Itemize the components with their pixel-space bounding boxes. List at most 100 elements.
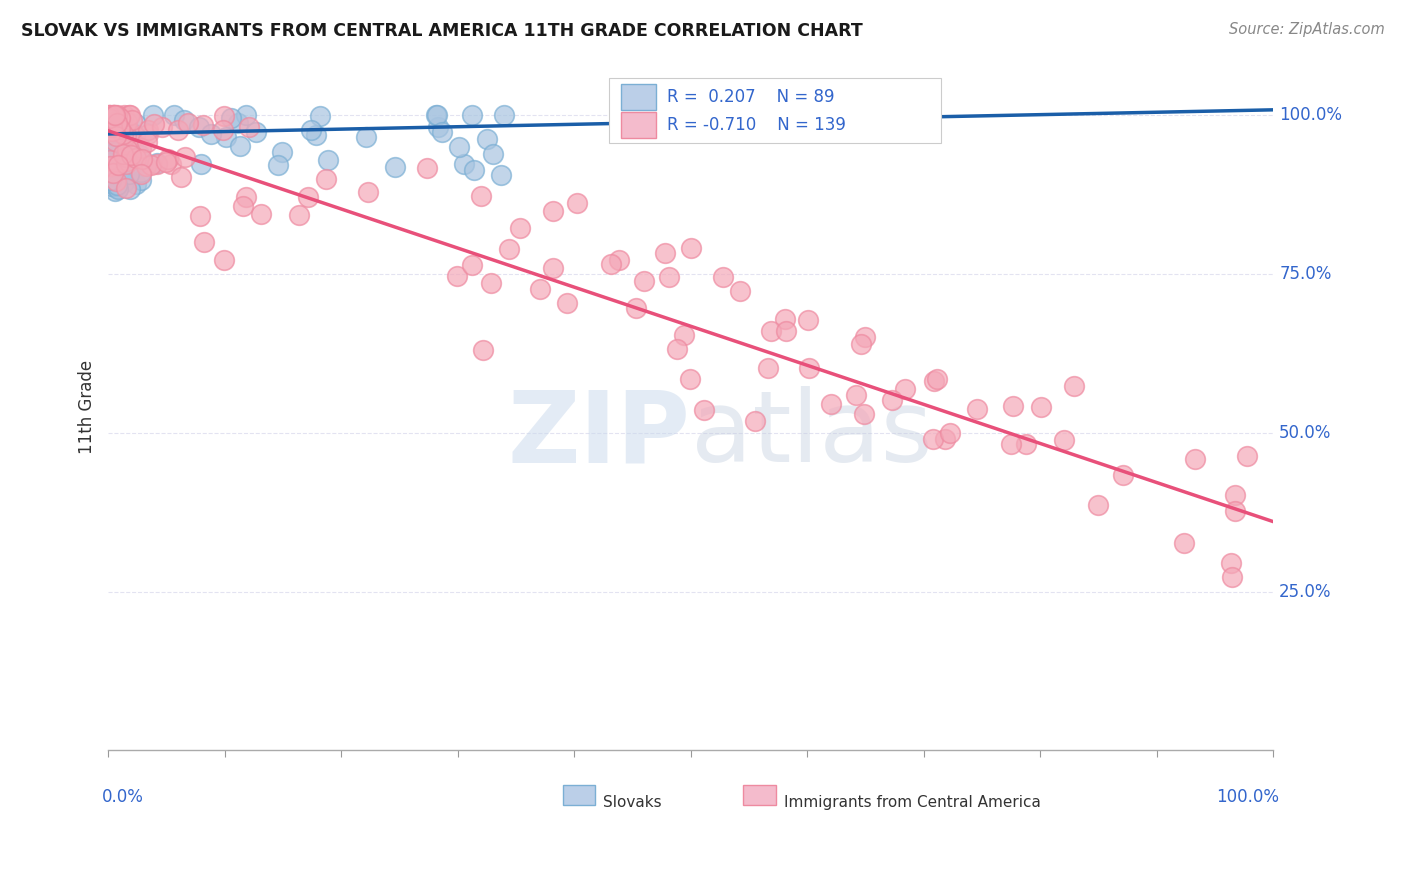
- Point: [111, 115, 134, 129]
- Point: [463, 163, 485, 178]
- Point: [529, 283, 551, 297]
- Point: [167, 122, 190, 136]
- Point: [238, 120, 260, 134]
- Point: [100, 169, 122, 183]
- Point: [105, 174, 128, 188]
- Point: [115, 143, 138, 157]
- Point: [111, 119, 134, 133]
- Point: [101, 113, 124, 128]
- Point: [120, 127, 142, 141]
- Point: [446, 268, 468, 283]
- Point: [853, 407, 876, 421]
- Point: [104, 184, 127, 198]
- Point: [104, 108, 127, 122]
- Point: [654, 246, 676, 260]
- Point: [187, 120, 209, 134]
- Point: [1087, 498, 1109, 512]
- Point: [1184, 451, 1206, 466]
- Point: [103, 122, 125, 136]
- Point: [315, 172, 337, 186]
- Point: [658, 269, 681, 284]
- Point: [125, 151, 148, 165]
- Point: [98, 115, 121, 129]
- Point: [98, 108, 121, 122]
- Text: Slovaks: Slovaks: [603, 795, 662, 810]
- Point: [744, 414, 766, 428]
- Point: [107, 158, 129, 172]
- Point: [426, 120, 449, 135]
- Point: [121, 112, 143, 127]
- Point: [882, 392, 904, 407]
- Point: [679, 372, 702, 386]
- Point: [98, 178, 121, 193]
- Point: [308, 109, 330, 123]
- Point: [633, 274, 655, 288]
- Point: [100, 136, 122, 150]
- Point: [449, 140, 471, 154]
- Point: [624, 301, 647, 315]
- Point: [115, 128, 138, 143]
- Point: [174, 150, 197, 164]
- Point: [681, 241, 703, 255]
- Point: [98, 125, 121, 139]
- Point: [118, 108, 141, 122]
- Point: [193, 118, 215, 132]
- Point: [384, 160, 406, 174]
- Point: [853, 330, 876, 344]
- Point: [316, 153, 339, 167]
- Point: [481, 147, 503, 161]
- Point: [136, 123, 159, 137]
- Point: [100, 176, 122, 190]
- Point: [115, 115, 138, 129]
- Point: [934, 432, 956, 446]
- Point: [477, 132, 499, 146]
- Bar: [621, 112, 655, 137]
- Point: [692, 403, 714, 417]
- Point: [98, 152, 121, 166]
- Point: [101, 124, 124, 138]
- Point: [494, 108, 516, 122]
- Point: [1031, 400, 1053, 414]
- Point: [107, 182, 129, 196]
- Point: [136, 128, 159, 142]
- Point: [245, 125, 267, 139]
- Point: [150, 120, 173, 135]
- Point: [1053, 434, 1076, 448]
- Point: [756, 361, 779, 376]
- Point: [136, 135, 159, 149]
- Point: [98, 154, 121, 169]
- Point: [98, 125, 121, 139]
- Point: [98, 160, 121, 174]
- Point: [461, 258, 484, 272]
- Point: [267, 157, 290, 171]
- Point: [104, 160, 127, 174]
- Point: [103, 125, 125, 139]
- Point: [1236, 450, 1258, 464]
- Point: [156, 153, 179, 167]
- Point: [111, 127, 134, 141]
- Point: [129, 173, 152, 187]
- Point: [98, 136, 121, 151]
- Point: [472, 343, 495, 357]
- Point: [922, 374, 945, 388]
- Point: [98, 128, 121, 143]
- Point: [105, 178, 128, 193]
- Point: [115, 181, 138, 195]
- Point: [797, 360, 820, 375]
- Point: [118, 108, 141, 122]
- Point: [112, 175, 135, 189]
- Point: [173, 112, 195, 127]
- Point: [98, 126, 121, 140]
- Bar: [744, 785, 776, 805]
- Point: [105, 157, 128, 171]
- Point: [797, 312, 820, 326]
- Point: [98, 112, 121, 126]
- Text: R =  0.207    N = 89: R = 0.207 N = 89: [668, 88, 835, 106]
- Text: ZIP: ZIP: [508, 386, 690, 483]
- Point: [415, 161, 437, 175]
- Point: [124, 128, 146, 143]
- Point: [212, 109, 235, 123]
- Point: [939, 425, 962, 440]
- Point: [177, 116, 200, 130]
- Point: [489, 168, 512, 182]
